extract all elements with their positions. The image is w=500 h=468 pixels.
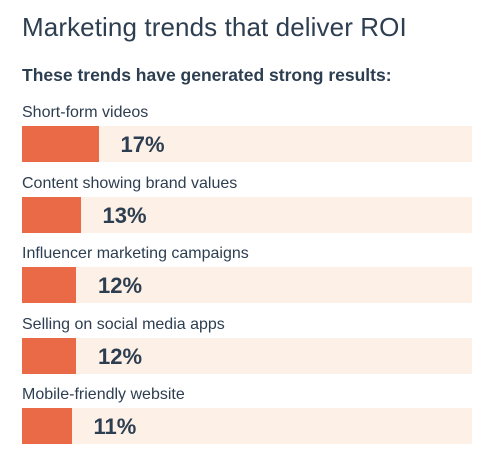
category-label: Mobile-friendly website [22,386,185,403]
value-label: 12% [98,344,143,369]
bar-track: 17% [22,126,472,162]
category-label: Content showing brand values [22,175,238,192]
value-label: 17% [120,132,165,157]
bar-track: 12% [22,338,472,374]
bar-track: 13% [22,197,472,233]
bar-row: Short-form videos 17% [22,104,472,166]
category-label: Short-form videos [22,104,149,121]
bar [22,267,76,303]
value-label: 11% [93,414,137,439]
bar-row: Content showing brand values 13% [22,175,472,237]
category-label: Influencer marketing campaigns [22,245,249,262]
chart-subtitle: These trends have generated strong resul… [22,65,392,85]
value-label: 13% [102,203,147,228]
bar-track: 11% [22,408,472,444]
chart-title: Marketing trends that deliver ROI [22,12,407,42]
bar [22,126,99,162]
bar [22,408,72,444]
category-label: Selling on social media apps [22,316,225,333]
bar-row: Mobile-friendly website 11% [22,386,472,448]
bar [22,338,76,374]
bar-track: 12% [22,267,472,303]
bar-row: Selling on social media apps 12% [22,316,472,378]
bar [22,197,81,233]
value-label: 12% [98,273,143,298]
bar-row: Influencer marketing campaigns 12% [22,245,472,307]
